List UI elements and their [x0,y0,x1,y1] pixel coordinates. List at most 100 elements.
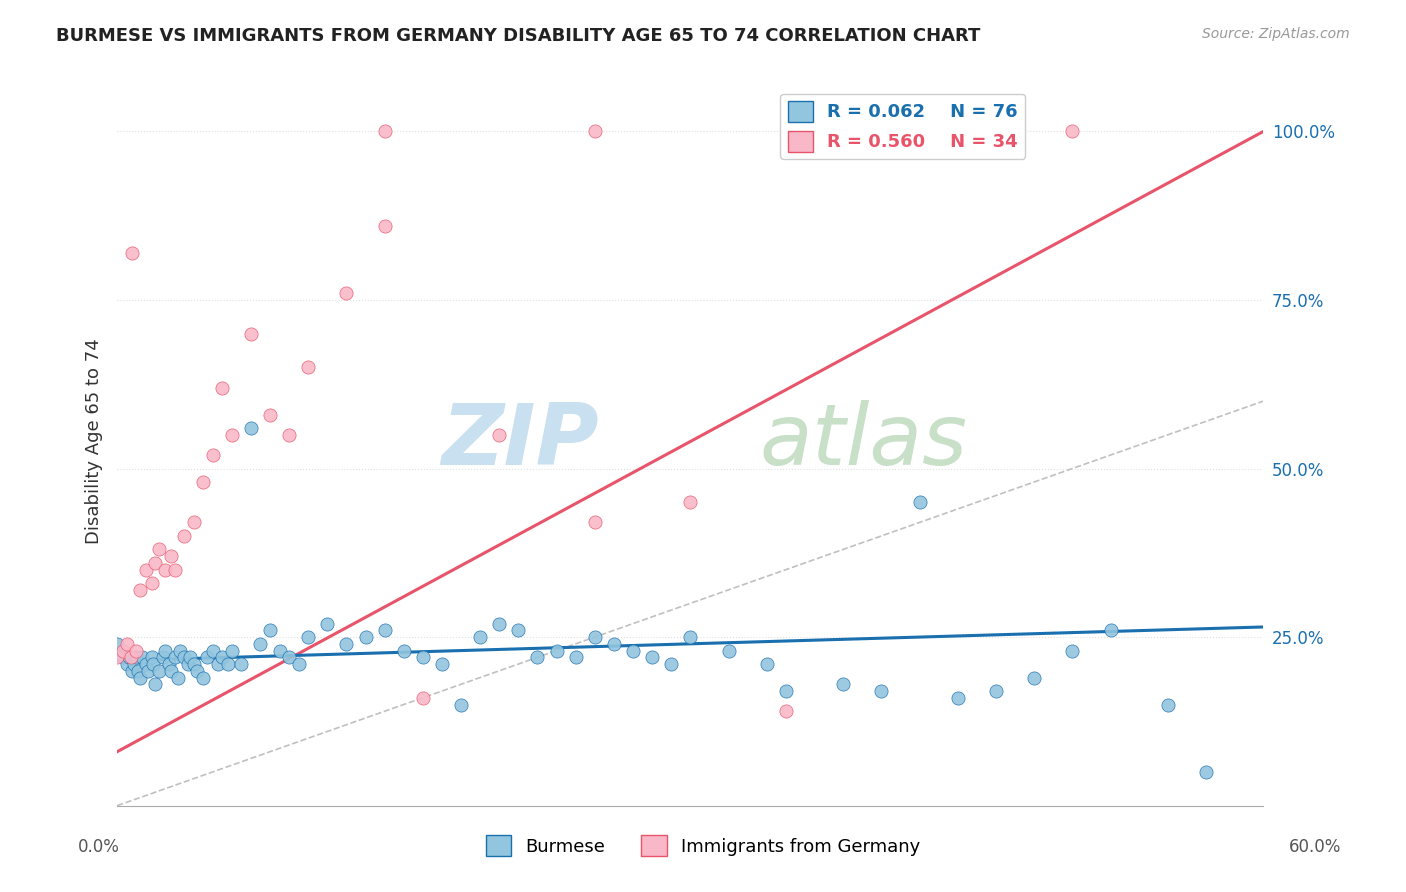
Point [115,637,138,651]
Point [488,427,510,442]
Point [142,657,165,671]
Point [583,630,606,644]
Point [239,421,262,435]
Point [217,657,239,671]
Point [641,650,664,665]
Point [135,657,157,671]
Point [278,650,301,665]
Text: ZIP: ZIP [441,400,599,483]
Point [135,563,157,577]
Point [157,657,180,671]
Point [153,563,176,577]
Point [141,576,163,591]
Point [211,650,233,665]
Point [221,643,243,657]
Point [984,684,1007,698]
Text: BURMESE VS IMMIGRANTS FROM GERMANY DISABILITY AGE 65 TO 74 CORRELATION CHART: BURMESE VS IMMIGRANTS FROM GERMANY DISAB… [56,27,980,45]
Point [1099,624,1122,638]
Point [1062,124,1084,138]
Point [659,657,682,671]
Point [1024,671,1046,685]
Point [167,671,190,685]
Point [152,650,174,665]
Point [870,684,893,698]
Point [249,637,271,651]
Point [105,637,128,651]
Point [335,637,357,651]
Point [183,657,205,671]
Point [287,657,309,671]
Point [297,360,319,375]
Point [269,643,291,657]
Point [564,650,586,665]
Point [316,616,339,631]
Point [173,529,195,543]
Point [526,650,548,665]
Point [145,556,167,570]
Point [145,677,167,691]
Y-axis label: Disability Age 65 to 74: Disability Age 65 to 74 [86,339,103,544]
Point [374,124,396,138]
Point [111,643,134,657]
Point [125,643,148,657]
Point [125,650,148,665]
Point [231,657,253,671]
Point [1062,643,1084,657]
Point [412,690,434,705]
Point [412,650,434,665]
Point [129,582,152,597]
Point [621,643,644,657]
Point [508,624,530,638]
Point [191,671,214,685]
Point [136,664,159,678]
Text: 0.0%: 0.0% [77,838,120,855]
Point [211,381,233,395]
Point [430,657,453,671]
Point [259,408,281,422]
Point [111,650,134,665]
Point [546,643,568,657]
Point [195,650,218,665]
Point [775,704,797,718]
Point [946,690,969,705]
Point [148,542,170,557]
Point [169,643,191,657]
Point [354,630,377,644]
Point [1195,764,1218,779]
Point [201,643,224,657]
Point [153,643,176,657]
Point [259,624,281,638]
Point [141,650,163,665]
Point [120,650,142,665]
Point [488,616,510,631]
Point [679,630,702,644]
Point [159,664,181,678]
Point [177,657,200,671]
Point [121,664,143,678]
Text: Source: ZipAtlas.com: Source: ZipAtlas.com [1202,27,1350,41]
Point [129,671,152,685]
Point [297,630,319,644]
Point [335,286,357,301]
Point [583,516,606,530]
Point [717,643,740,657]
Text: 60.0%: 60.0% [1288,838,1341,855]
Point [179,650,201,665]
Point [278,427,301,442]
Point [775,684,797,698]
Point [470,630,492,644]
Text: atlas: atlas [759,400,967,483]
Point [1157,698,1180,712]
Point [201,448,224,462]
Point [191,475,214,489]
Point [131,650,153,665]
Point [173,650,195,665]
Point [755,657,778,671]
Point [450,698,472,712]
Point [163,563,186,577]
Point [124,657,146,671]
Legend: R = 0.062    N = 76, R = 0.560    N = 34: R = 0.062 N = 76, R = 0.560 N = 34 [780,94,1025,159]
Point [603,637,626,651]
Point [115,657,138,671]
Point [105,650,128,665]
